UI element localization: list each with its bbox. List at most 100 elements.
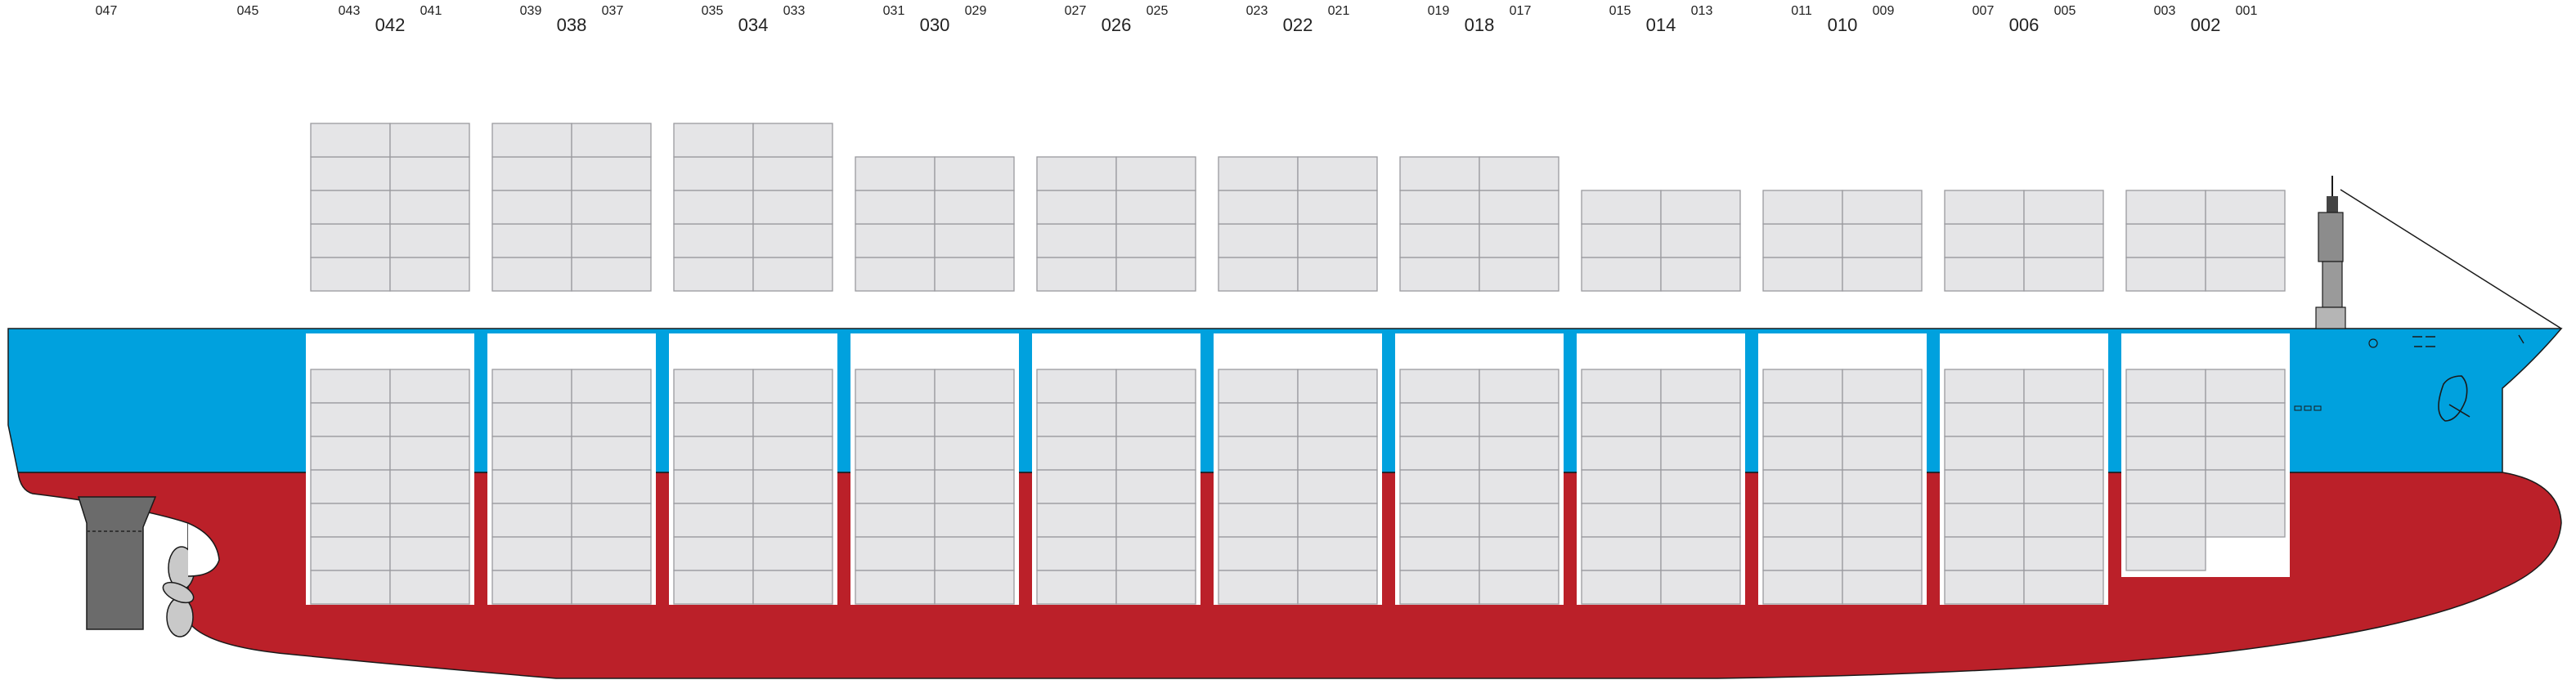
hold-container: [934, 436, 1015, 471]
hold-container: [389, 570, 470, 605]
deck-container: [1297, 257, 1378, 292]
deck-container: [673, 257, 754, 292]
deck-container: [1944, 190, 2025, 225]
bay-label-007: 007: [1972, 4, 1995, 18]
deck-container: [1115, 190, 1196, 225]
bay-label-015: 015: [1609, 4, 1631, 18]
deck-container: [752, 190, 833, 225]
hold-container: [310, 503, 391, 538]
deck-container: [2205, 190, 2286, 225]
hold-container: [1842, 402, 1923, 437]
hold-container: [1036, 402, 1117, 437]
deck-container: [752, 257, 833, 292]
deck-container: [1036, 223, 1117, 258]
hold-container: [1842, 503, 1923, 538]
hold-container: [1218, 469, 1299, 504]
hold-container: [1036, 503, 1117, 538]
deck-container: [389, 257, 470, 292]
deck-container: [1399, 190, 1480, 225]
bay-label-034: 034: [738, 15, 769, 35]
bay-label-011: 011: [1791, 4, 1812, 18]
cargo-holds: [306, 333, 2290, 605]
hold-container: [855, 436, 936, 471]
deck-container: [855, 223, 936, 258]
hold-container: [855, 503, 936, 538]
hold-container: [1762, 436, 1843, 471]
hold-container: [491, 570, 572, 605]
hold-container: [1660, 503, 1741, 538]
bay-label-035: 035: [702, 4, 724, 18]
hold-container: [1762, 536, 1843, 571]
hold-container: [2023, 503, 2104, 538]
hold-container: [491, 402, 572, 437]
hold-container: [1581, 570, 1662, 605]
deck-container: [571, 190, 652, 225]
hold-container: [752, 503, 833, 538]
hold-container: [1762, 369, 1843, 404]
hold-container: [1762, 402, 1843, 437]
hold-container: [673, 369, 754, 404]
bay-label-013: 013: [1691, 4, 1713, 18]
bay-label-006: 006: [2009, 15, 2040, 35]
hold-container: [389, 503, 470, 538]
hold-container: [1218, 570, 1299, 605]
bay-label-030: 030: [920, 15, 950, 35]
deck-container: [389, 190, 470, 225]
bay-label-001: 001: [2236, 4, 2258, 18]
hold-container: [855, 570, 936, 605]
deck-container: [1218, 190, 1299, 225]
deck-container: [491, 123, 572, 158]
hold-container: [1115, 503, 1196, 538]
deck-container: [1944, 223, 2025, 258]
hold-container: [1036, 469, 1117, 504]
hold-container: [310, 570, 391, 605]
hold-container: [1218, 369, 1299, 404]
hold-container: [1660, 369, 1741, 404]
hold-container: [1479, 369, 1560, 404]
deck-container: [1762, 190, 1843, 225]
rudder: [77, 496, 157, 630]
deck-container: [2125, 190, 2206, 225]
bow-markings: [2294, 334, 2524, 422]
deck-container: [1218, 223, 1299, 258]
bay-label-022: 022: [1283, 15, 1313, 35]
deck-container: [1762, 257, 1843, 292]
deck-container: [1036, 257, 1117, 292]
hold-container: [571, 436, 652, 471]
deck-container: [1581, 190, 1662, 225]
hold-container: [1842, 369, 1923, 404]
bay-label-039: 039: [520, 4, 542, 18]
bay-label-033: 033: [783, 4, 806, 18]
deck-container: [310, 223, 391, 258]
deck-container: [571, 123, 652, 158]
deck-container: [1842, 223, 1923, 258]
hold-container: [1944, 570, 2025, 605]
hold-container: [673, 402, 754, 437]
hold-container: [571, 503, 652, 538]
hold-container: [934, 503, 1015, 538]
deck-container: [389, 223, 470, 258]
deck-container: [1115, 156, 1196, 191]
bay-label-009: 009: [1873, 4, 1895, 18]
deck-container: [2205, 223, 2286, 258]
deck-container: [571, 223, 652, 258]
hold-container: [491, 436, 572, 471]
deck-container: [752, 156, 833, 191]
bay-labels: 047 045 043 042 041 039 038 037 035 034 …: [96, 4, 2258, 35]
hold-container: [1581, 536, 1662, 571]
hold-container: [1115, 436, 1196, 471]
hold-container: [1399, 469, 1480, 504]
bay-label-005: 005: [2054, 4, 2076, 18]
hold-container: [1479, 536, 1560, 571]
hold-container: [310, 402, 391, 437]
hold-container: [1399, 369, 1480, 404]
hold-container: [571, 369, 652, 404]
deck-container: [934, 223, 1015, 258]
hold-container: [1036, 570, 1117, 605]
hold-container: [389, 436, 470, 471]
hold-container: [1944, 469, 2025, 504]
hold-container: [1660, 570, 1741, 605]
hold-container: [389, 469, 470, 504]
hold-container: [934, 402, 1015, 437]
